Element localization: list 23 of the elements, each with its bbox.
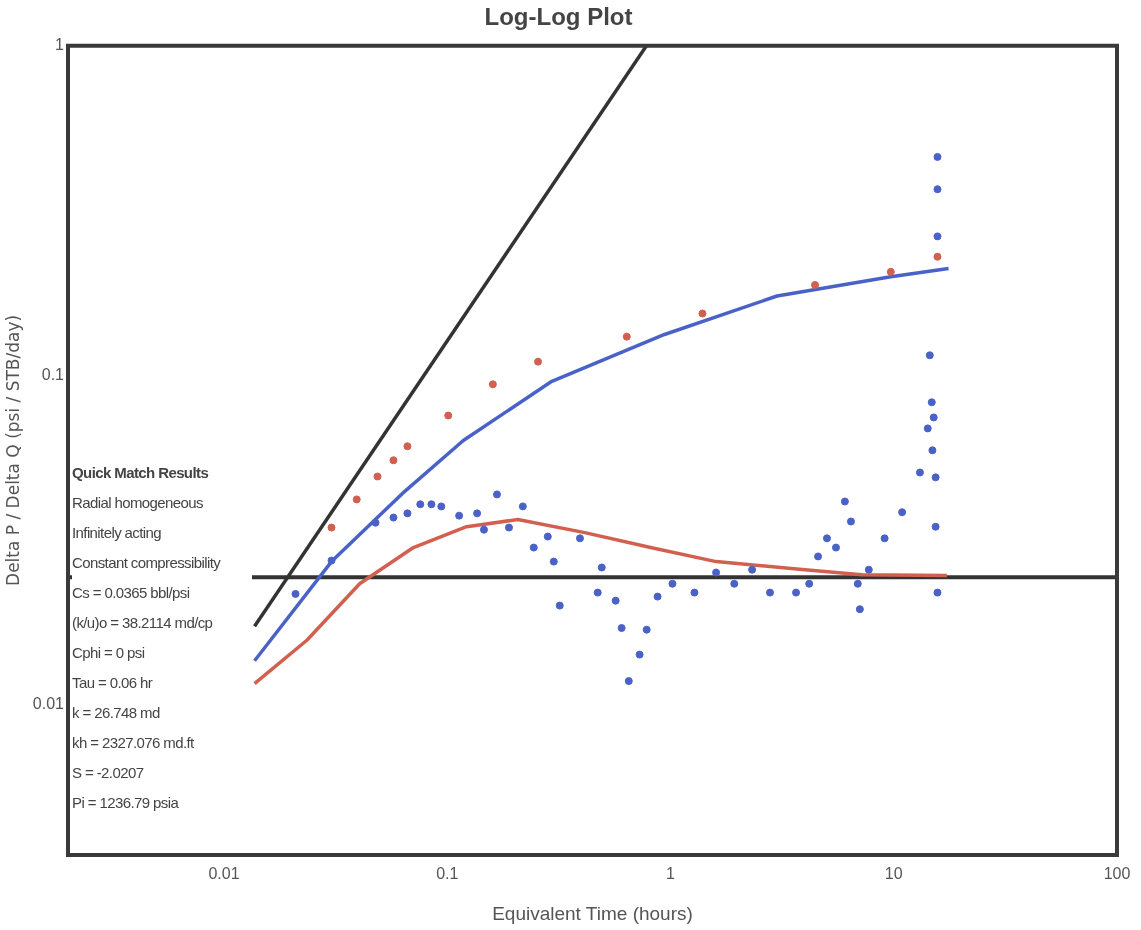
annotation: Constant compressibility bbox=[72, 553, 222, 573]
y-tick-label: 0.01 bbox=[32, 695, 65, 713]
annotation: k = 26.748 md bbox=[72, 703, 161, 723]
chart-title: Log-Log Plot bbox=[484, 3, 633, 31]
y-axis-title: Delta P / Delta Q (psi / STB/day) bbox=[2, 314, 23, 586]
x-tick-label: 1 bbox=[666, 865, 676, 883]
x-tick-label: 0.1 bbox=[436, 865, 459, 883]
annotation: (k/u)o = 38.2114 md/cp bbox=[72, 613, 214, 633]
annotation: kh = 2327.076 md.ft bbox=[72, 733, 195, 753]
annotation: Quick Match Results bbox=[72, 463, 210, 483]
annotation: Cs = 0.0365 bbl/psi bbox=[72, 583, 191, 603]
annotation: S = -2.0207 bbox=[72, 763, 145, 783]
annotation: Radial homogeneous bbox=[72, 493, 204, 513]
annotation: Cphi = 0 psi bbox=[72, 643, 146, 663]
x-tick-label: 10 bbox=[884, 865, 903, 883]
annotation: Pi = 1236.79 psia bbox=[72, 793, 180, 813]
x-tick-label: 100 bbox=[1103, 865, 1131, 883]
x-tick-label: 0.01 bbox=[208, 865, 240, 883]
y-tick-label: 0.1 bbox=[41, 365, 65, 383]
annotation: Tau = 0.06 hr bbox=[72, 673, 154, 693]
x-axis-title: Equivalent Time (hours) bbox=[492, 902, 693, 924]
annotation: Infinitely acting bbox=[72, 523, 163, 543]
y-tick-label: 1 bbox=[55, 36, 65, 54]
